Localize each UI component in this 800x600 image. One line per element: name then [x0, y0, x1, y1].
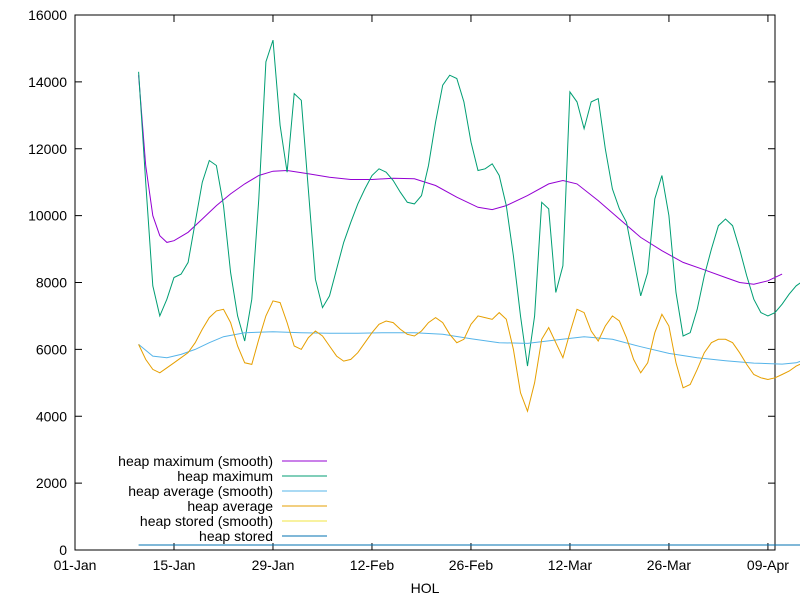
- chart-series-lines: [138, 39, 800, 546]
- y-tick-label: 0: [59, 542, 67, 558]
- y-tick-label: 14000: [28, 74, 67, 90]
- legend-label-4: heap stored (smooth): [140, 513, 273, 529]
- x-tick-label: 01-Jan: [54, 557, 97, 573]
- x-tick-label: 09-Apr: [747, 557, 789, 573]
- chart-ticks: 0 2000 4000 6000 8000 10000 12000 14000 16000 01-…: [28, 7, 789, 573]
- x-tick-label: 29-Jan: [252, 557, 295, 573]
- legend-label-1: heap maximum: [177, 468, 273, 484]
- legend-label-0: heap maximum (smooth): [118, 453, 273, 469]
- series-line-2: [138, 331, 800, 365]
- y-tick-label: 2000: [36, 475, 67, 491]
- x-tick-label: 12-Mar: [548, 557, 593, 573]
- y-tick-label: 4000: [36, 408, 67, 424]
- legend-label-5: heap stored: [199, 528, 273, 544]
- series-line-1: [138, 39, 800, 367]
- y-tick-label: 6000: [36, 341, 67, 357]
- y-tick-label: 16000: [28, 7, 67, 23]
- series-line-3: [138, 300, 800, 413]
- series-line-0: [138, 75, 783, 285]
- y-tick-label: 10000: [28, 208, 67, 224]
- x-tick-label: 26-Mar: [647, 557, 692, 573]
- legend-label-3: heap average: [187, 498, 273, 514]
- y-tick-label: 12000: [28, 141, 67, 157]
- x-tick-label: 12-Feb: [350, 557, 395, 573]
- legend-label-2: heap average (smooth): [128, 483, 273, 499]
- x-axis-label: HOL: [411, 580, 440, 596]
- x-tick-label: 15-Jan: [153, 557, 196, 573]
- x-tick-label: 26-Feb: [449, 557, 494, 573]
- y-tick-label: 8000: [36, 275, 67, 291]
